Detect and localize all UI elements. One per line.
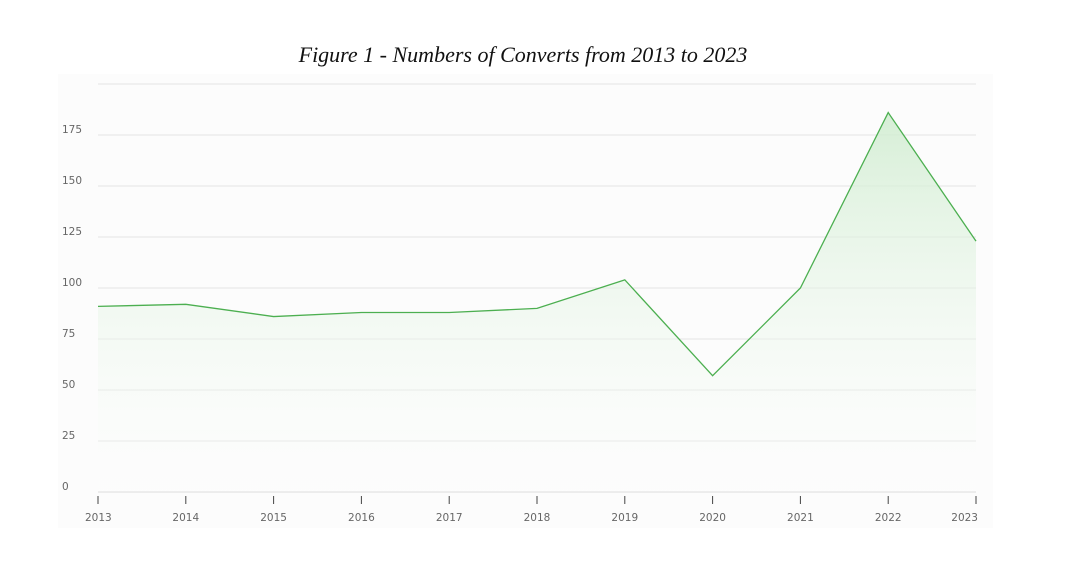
x-axis [97, 491, 977, 504]
x-tick-label: 2015 [260, 512, 287, 524]
data-point [973, 238, 979, 244]
data-point [183, 301, 189, 307]
data-point [446, 309, 452, 315]
data-point [271, 314, 277, 320]
x-tick-label: 2021 [787, 512, 814, 524]
y-tick-label: 125 [62, 226, 82, 238]
area-fill [98, 112, 976, 492]
y-tick-label: 0 [62, 481, 69, 493]
data-point [358, 309, 364, 315]
x-tick-label: 2020 [699, 512, 726, 524]
data-point [797, 285, 803, 291]
x-tick-label: 2013 [85, 512, 112, 524]
y-tick-label: 50 [62, 379, 75, 391]
series-line-group [95, 110, 979, 379]
data-point [885, 110, 891, 116]
data-point [622, 277, 628, 283]
x-tick-label: 2023 [951, 512, 978, 524]
x-tick-label: 2022 [875, 512, 902, 524]
chart-title: Figure 1 - Numbers of Converts from 2013… [298, 42, 748, 67]
data-point [534, 305, 540, 311]
x-tick-label: 2014 [172, 512, 199, 524]
area-fill-group [98, 112, 976, 492]
x-tick-label: 2019 [611, 512, 638, 524]
y-axis-tick-labels: 0 25 50 75 100 125 150 175 [62, 124, 82, 493]
data-point [95, 303, 101, 309]
x-tick-label: 2016 [348, 512, 375, 524]
y-tick-label: 150 [62, 175, 82, 187]
y-tick-label: 25 [62, 430, 75, 442]
y-tick-label: 75 [62, 328, 75, 340]
data-point [710, 373, 716, 379]
series-line [97, 111, 977, 377]
x-axis-tick-labels: 2013 2014 2015 2016 2017 2018 2019 2020 2021 2022… [85, 512, 978, 524]
y-tick-label: 100 [62, 277, 82, 289]
x-tick-label: 2017 [436, 512, 463, 524]
y-tick-label: 175 [62, 124, 82, 136]
x-tick-label: 2018 [524, 512, 551, 524]
